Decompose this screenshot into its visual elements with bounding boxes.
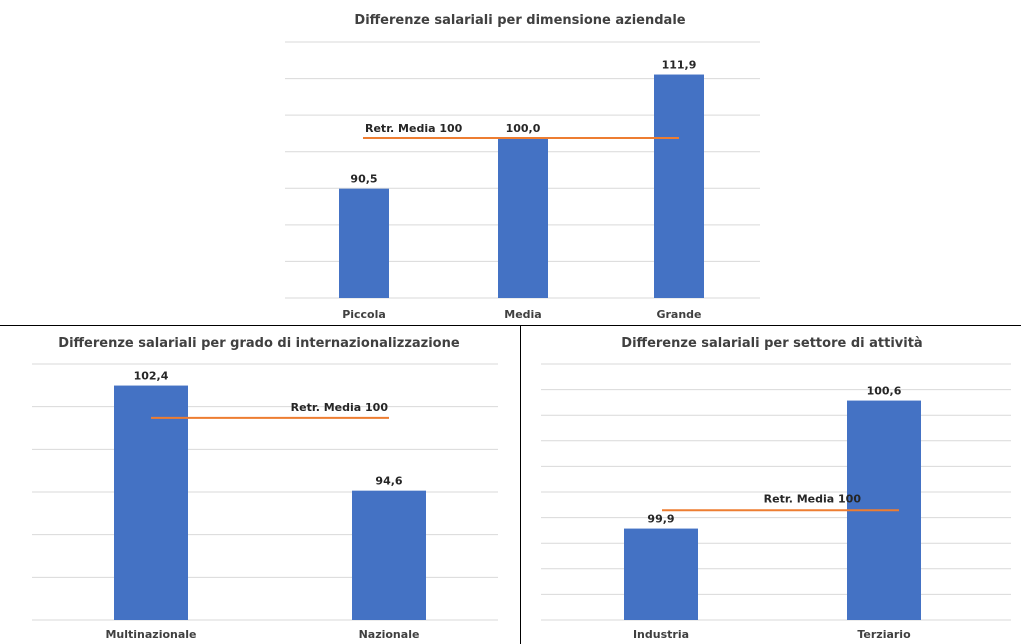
- category-label: Media: [504, 308, 541, 321]
- data-label: 111,9: [662, 59, 697, 72]
- reference-line-label: Retr. Media 100: [365, 122, 463, 135]
- category-label: Terziario: [857, 628, 911, 641]
- reference-line-label: Retr. Media 100: [291, 401, 389, 414]
- category-label: Nazionale: [359, 628, 420, 641]
- data-label: 102,4: [134, 370, 169, 383]
- category-label: Multinazionale: [105, 628, 196, 641]
- chart-title: Differenze salariali per dimensione azie…: [354, 13, 685, 28]
- chart-dimensione-aziendale: Differenze salariali per dimensione azie…: [270, 0, 770, 325]
- data-label: 99,9: [647, 513, 674, 526]
- divider-vertical: [520, 325, 521, 644]
- data-label: 90,5: [350, 173, 377, 186]
- reference-line-label: Retr. Media 100: [764, 492, 862, 505]
- category-label: Industria: [633, 628, 689, 641]
- bar-grande: [654, 74, 704, 299]
- chart-title: Differenze salariali per settore di atti…: [621, 336, 922, 351]
- chart-svg: Differenze salariali per dimensione azie…: [285, 13, 760, 321]
- bar-media: [498, 138, 548, 298]
- chart-internazionalizzazione: Differenze salariali per grado di intern…: [0, 326, 518, 644]
- category-label: Grande: [656, 308, 701, 321]
- data-label: 100,0: [506, 122, 541, 135]
- data-label: 100,6: [867, 385, 902, 398]
- chart-title: Differenze salariali per grado di intern…: [58, 336, 460, 351]
- category-label: Piccola: [342, 308, 386, 321]
- chart-svg: Differenze salariali per grado di intern…: [32, 336, 498, 641]
- chart-svg: Differenze salariali per settore di atti…: [541, 336, 1011, 641]
- divider-horizontal: [0, 325, 1021, 326]
- bar-industria: [624, 528, 698, 620]
- bar-piccola: [339, 188, 389, 298]
- bar-multinazionale: [114, 385, 188, 620]
- data-label: 94,6: [375, 475, 402, 488]
- bar-nazionale: [352, 490, 426, 620]
- chart-settore-attivita: Differenze salariali per settore di atti…: [523, 326, 1021, 644]
